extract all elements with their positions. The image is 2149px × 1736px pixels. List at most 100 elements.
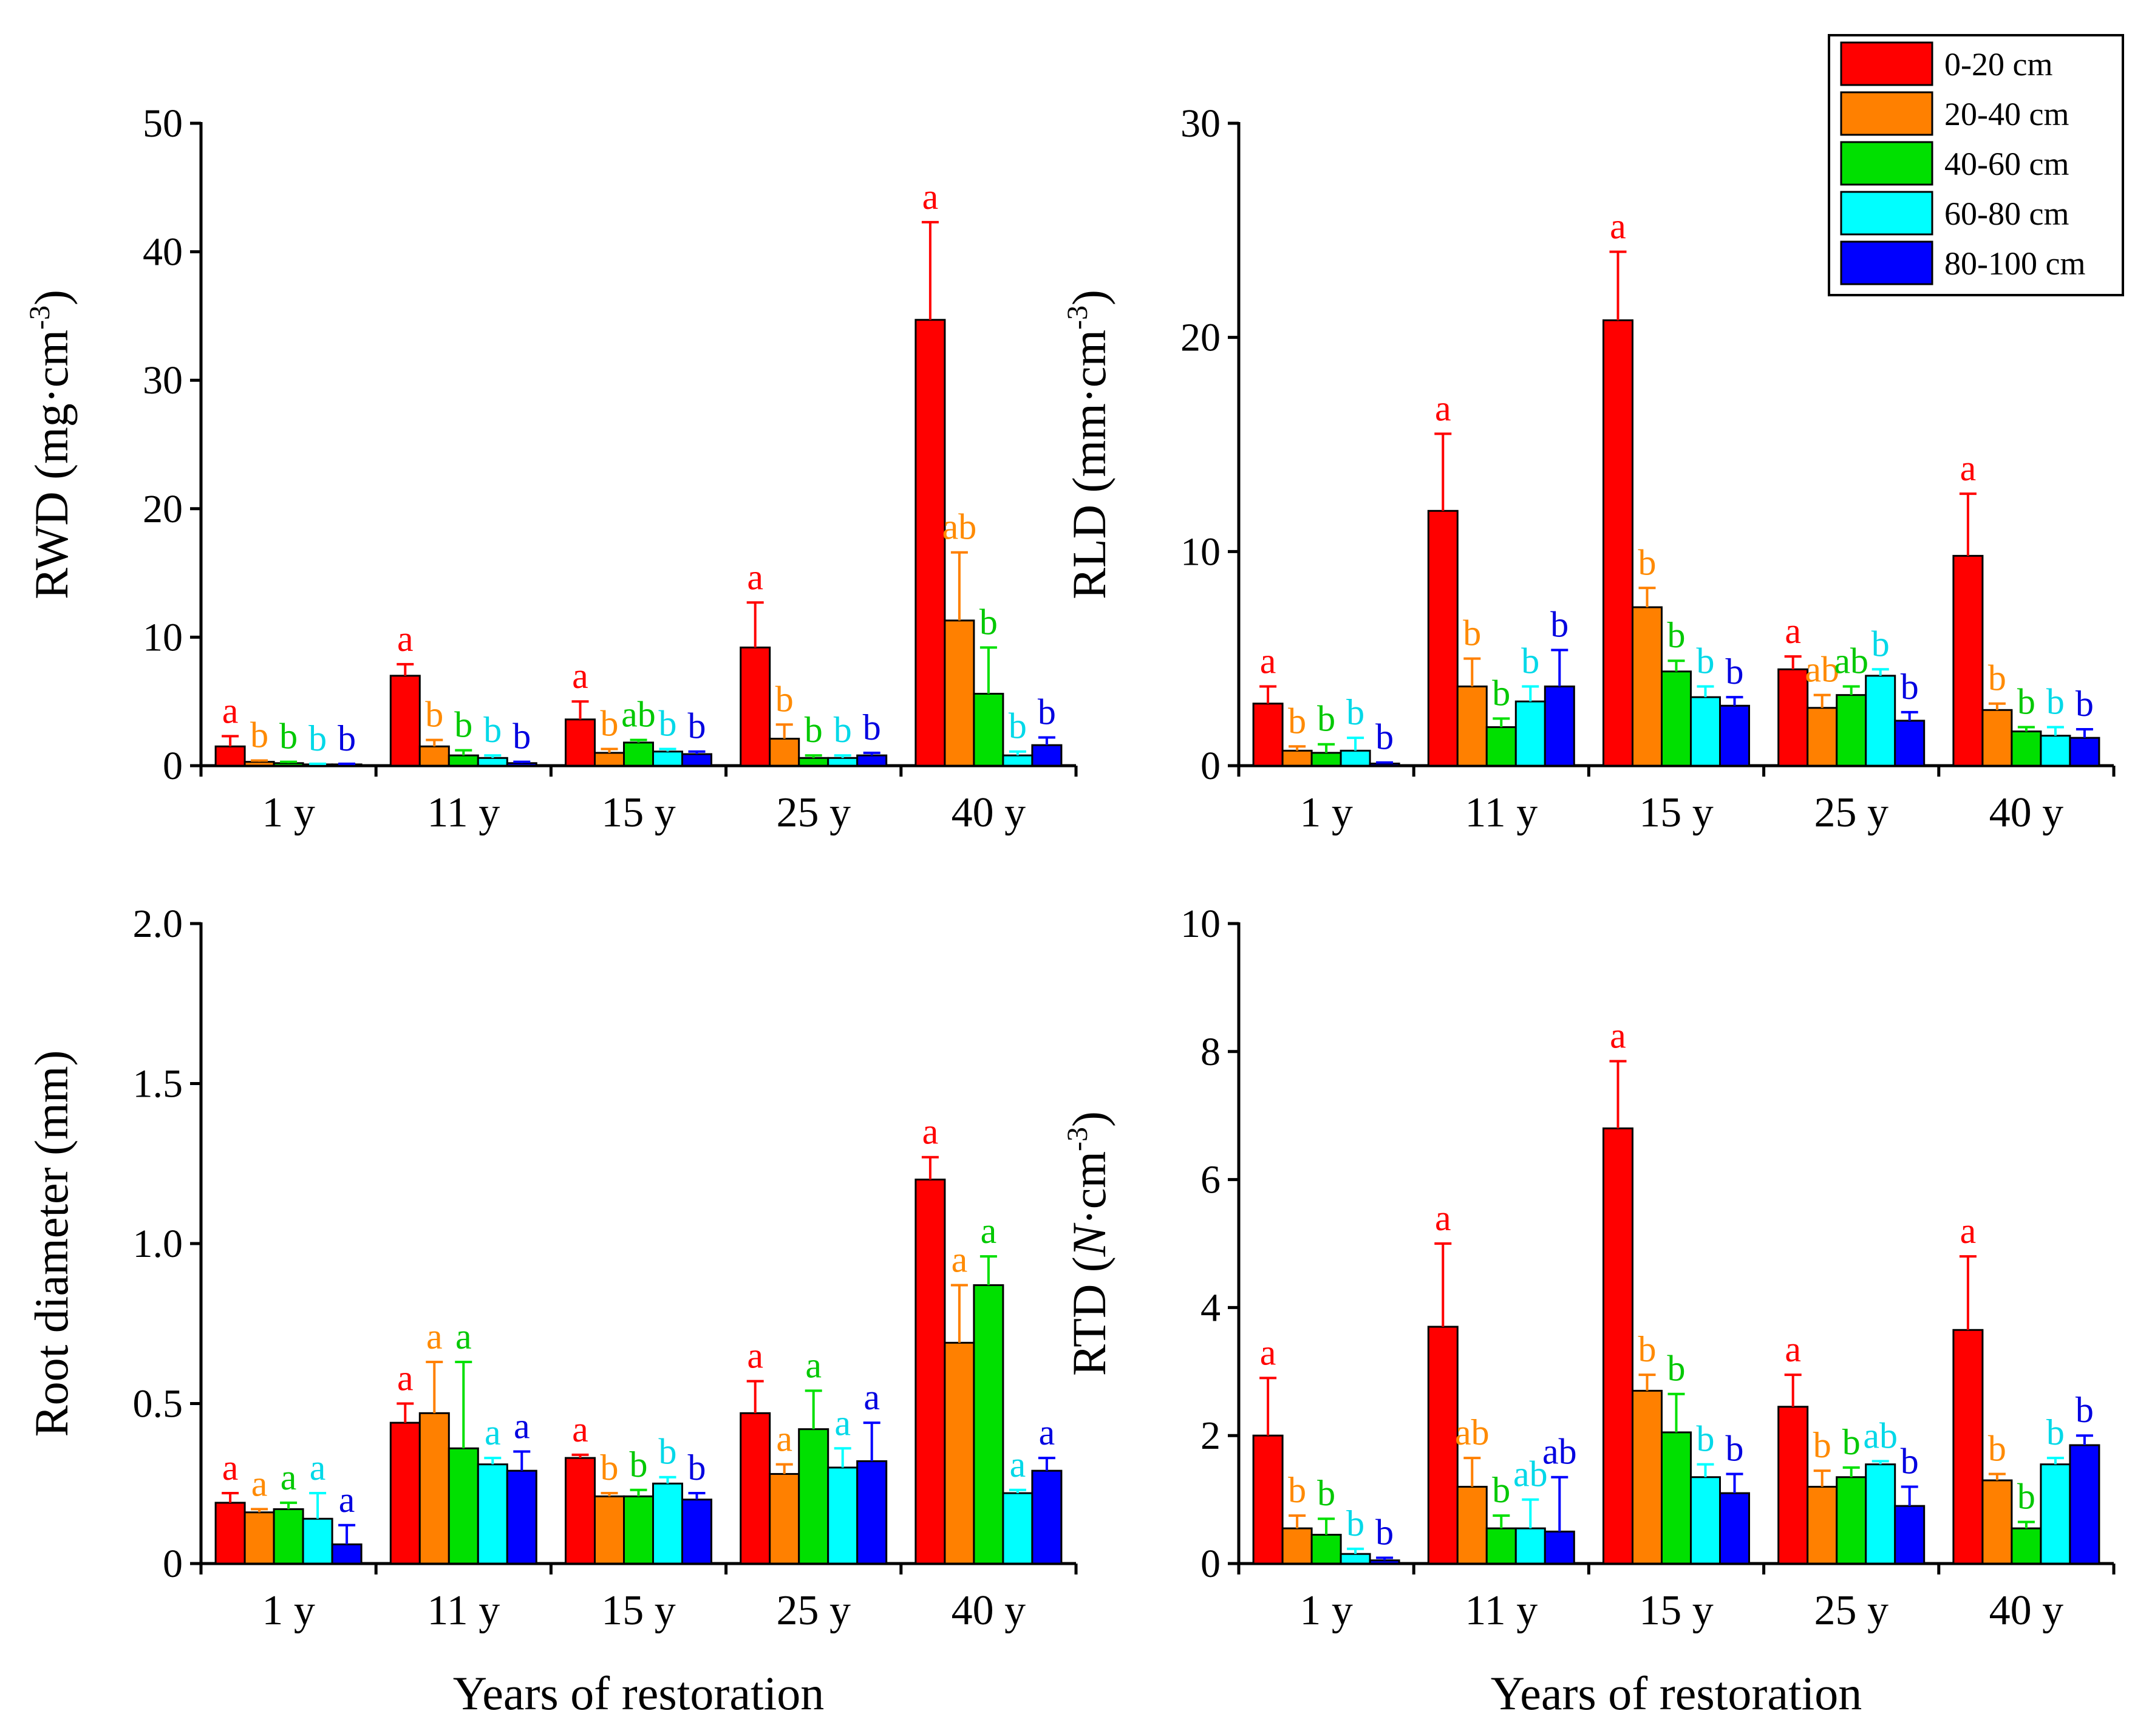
bar [506,1469,537,1565]
y-tick-label: 0 [163,1542,183,1586]
significance-label: b [1638,542,1657,582]
significance-label: a [1260,1332,1276,1372]
bar [448,1447,479,1565]
bar [681,1499,712,1565]
y-tick-label: 2 [1201,1414,1221,1458]
significance-label: ab [1805,650,1839,690]
significance-label: b [308,718,327,758]
significance-label: b [1492,1470,1510,1510]
bar [1281,749,1313,767]
bar [769,1472,800,1565]
bar [477,1463,508,1565]
y-axis-title: RWD (mg·cm-3) [24,290,78,599]
x-category-label: 1 y [262,1587,315,1634]
bar [769,738,800,767]
bar [973,693,1004,767]
x-category-label: 15 y [601,1587,676,1634]
significance-label: a [281,1457,297,1497]
bar [1661,1431,1692,1565]
x-category-label: 15 y [1639,1587,1714,1634]
bar [1894,720,1926,767]
legend-label: 60-80 cm [1944,196,2069,232]
bar [1031,1469,1063,1565]
significance-label: b [1813,1425,1831,1465]
bar [740,646,771,767]
bar [1952,554,1984,767]
significance-label: b [863,707,881,747]
significance-label: a [222,1448,239,1488]
bar [506,762,537,767]
bar [856,754,888,767]
bar [1514,1527,1546,1565]
bar [740,1412,771,1565]
significance-label: b [601,1448,619,1488]
significance-label: b [1988,1428,2006,1468]
bar [389,1421,421,1565]
legend-swatch [1840,191,1933,236]
y-tick-label: 4 [1201,1285,1221,1330]
y-tick-label: 2.0 [133,902,183,946]
y-tick-label: 0 [1201,744,1221,788]
significance-label: a [747,1336,763,1376]
bar [244,1511,275,1565]
significance-label: b [1667,1349,1686,1389]
bar [1456,1486,1488,1565]
significance-label: a [572,1409,588,1449]
significance-label: ab [621,695,656,735]
significance-label: a [981,1211,997,1251]
bar [2069,737,2100,767]
bar [594,752,625,767]
significance-label: b [1697,641,1715,681]
significance-label: a [1785,1329,1801,1369]
bar [1807,1486,1838,1565]
significance-label: a [397,619,414,659]
x-category-label: 25 y [776,789,851,836]
significance-label: ab [1455,1412,1490,1452]
y-tick-label: 10 [1180,529,1221,574]
significance-label: b [483,710,502,750]
bar [1002,1492,1034,1565]
significance-label: b [1346,1503,1364,1544]
bar [244,761,275,767]
significance-label: b [1288,701,1306,741]
bar [856,1460,888,1565]
x-category-label: 15 y [1639,789,1714,836]
bar [798,1428,829,1565]
legend-label: 0-20 cm [1944,46,2052,83]
significance-label: b [279,717,298,757]
bar [827,1466,859,1565]
bar [1865,675,1896,767]
bar [331,1543,363,1565]
significance-label: b [2076,684,2094,724]
significance-label: a [572,656,588,696]
bar [1632,1389,1663,1565]
significance-label: a [1785,611,1801,651]
significance-label: a [222,690,239,730]
bar [1719,704,1750,767]
x-category-label: 40 y [952,789,1026,836]
significance-label: b [1638,1329,1657,1369]
bar [1031,744,1063,767]
significance-label: ab [1863,1415,1898,1455]
bar [565,718,596,767]
bar [418,1412,450,1565]
legend: 0-20 cm 20-40 cm 40-60 cm 60-80 cm 80-100 cm [1828,34,2124,296]
bar [1281,1527,1313,1565]
y-tick-label: 1.5 [133,1062,183,1106]
significance-label: a [1960,1211,1977,1251]
y-tick-label: 40 [143,230,183,274]
bar [214,745,246,767]
significance-label: b [688,706,706,746]
bar [652,751,683,767]
significance-label: a [1039,1412,1055,1452]
significance-label: b [805,710,823,750]
significance-label: b [979,602,998,642]
significance-label: b [1009,706,1027,746]
x-category-label: 25 y [1814,1587,1888,1634]
significance-label: b [1038,692,1056,732]
y-tick-label: 20 [1180,316,1221,360]
y-tick-label: 6 [1201,1158,1221,1202]
significance-label: b [630,1445,648,1485]
